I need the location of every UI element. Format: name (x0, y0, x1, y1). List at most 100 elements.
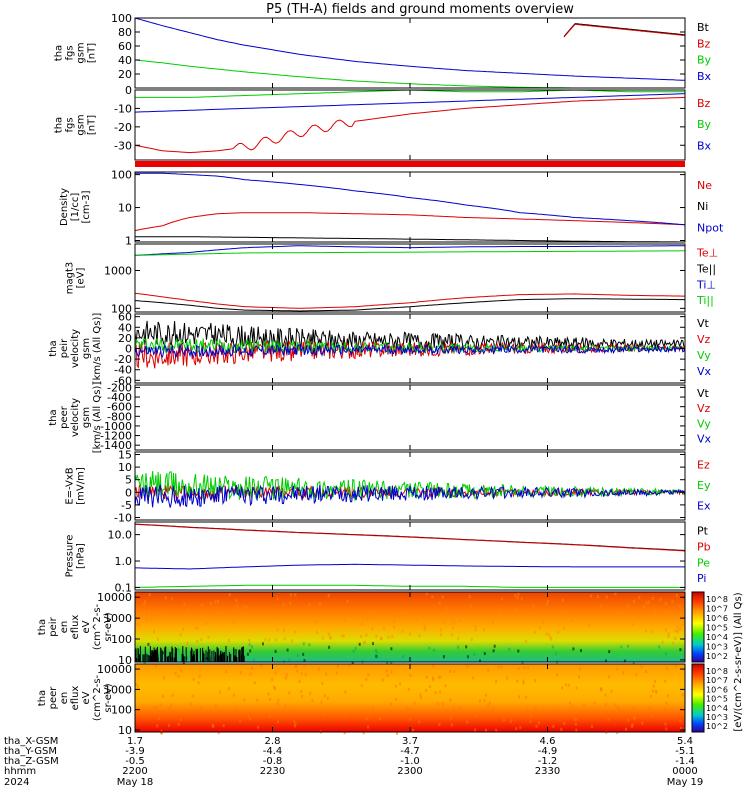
x-row-label: 2024 (4, 777, 29, 788)
series-line (134, 93, 686, 113)
y-tick-label: -1000 (100, 420, 132, 433)
spectrogram-pixel (674, 664, 677, 668)
x-tick-label: -0.8 (263, 756, 283, 767)
spectrogram-pixel (182, 661, 185, 665)
spectrogram-pixel (367, 673, 370, 677)
spectrogram-pixel (613, 703, 616, 707)
spectrogram-pixel (651, 713, 654, 717)
spectrogram-pixel (160, 729, 163, 733)
spectrogram-pixel (285, 673, 288, 677)
spectrogram-pixel (458, 707, 461, 710)
spectrogram-pixel (560, 610, 563, 614)
spectrogram-pixel (550, 614, 553, 618)
spectrogram-pixel (344, 712, 347, 716)
spectrogram-pixel (394, 684, 397, 688)
spectrogram-pixel (575, 686, 578, 690)
spectrogram-pixel (485, 728, 487, 732)
legend-entry: Vx (697, 365, 712, 378)
y-axis-label: sr-eV) (103, 612, 114, 641)
colorbar-tick-label: 10^5 (706, 695, 728, 704)
spectrogram-pixel (290, 593, 292, 597)
spectrogram-pixel (140, 611, 143, 615)
spectrogram-pixel (408, 632, 411, 636)
spectrogram-pixel (199, 709, 202, 713)
spectrogram-pixel (534, 706, 537, 710)
spectrogram-pixel (375, 654, 378, 658)
spectrogram-pixel (323, 694, 326, 698)
y-axis-label: fgs (65, 117, 76, 132)
spectrogram-pixel (600, 688, 602, 692)
spectrogram-pixel (413, 701, 416, 705)
spectrogram-pixel (180, 669, 183, 673)
spectrogram-pixel (450, 723, 453, 727)
spectrogram-pixel (308, 603, 311, 607)
spectrogram-pixel (527, 666, 530, 670)
spectrogram-pixel (487, 668, 490, 672)
y-tick-label: 10.0 (108, 529, 133, 542)
spectrogram-pixel (466, 720, 469, 724)
spectrogram-pixel (390, 661, 393, 665)
spectrogram-pixel (209, 710, 212, 714)
spectrogram-pixel (218, 651, 221, 655)
spectrogram-pixel (287, 708, 290, 712)
spectrogram-pixel (530, 715, 533, 718)
spectrogram-pixel (607, 675, 610, 679)
spectrogram-pixel (517, 592, 520, 596)
series-line (134, 212, 686, 232)
spectrogram-pixel (204, 609, 207, 612)
spectrogram-pixel (545, 632, 548, 636)
spectrogram-pixel (470, 638, 473, 641)
spectrogram-pixel (252, 658, 255, 662)
spectrogram-pixel (267, 692, 270, 696)
spectrogram-pixel (466, 655, 469, 659)
spectrogram-pixel (474, 628, 477, 632)
y-axis-label: Density (59, 188, 70, 226)
legend-entry: Te|| (696, 262, 716, 275)
y-tick-label: 1000 (104, 612, 132, 625)
spectrogram-pixel (219, 690, 222, 694)
spectrogram-pixel (520, 597, 523, 601)
colorbar-tick-label: 10^4 (706, 704, 728, 713)
spectrogram-pixel (158, 717, 161, 720)
spectrogram-pixel (556, 673, 558, 677)
colorbar-tick-label: 10^4 (706, 633, 728, 642)
spectrogram-pixel (363, 640, 366, 644)
spectrogram-pixel (216, 611, 219, 615)
spectrogram-pixel (522, 679, 525, 683)
panel-frame (134, 521, 686, 591)
spectrogram-pixel (561, 686, 564, 690)
spectrogram-pixel (168, 706, 171, 710)
spectrogram-pixel (492, 649, 495, 653)
spectrogram-pixel (155, 611, 158, 614)
spectrogram-pixel (260, 664, 263, 668)
spectrogram-pixel (390, 670, 393, 674)
spectrogram-pixel (583, 703, 585, 707)
spectrogram-pixel (375, 634, 378, 638)
panel10: 10000 1000 100 10 tha peer en eflux eV (cm^2-s-sr… (37, 663, 686, 737)
y-axis-label: [eV] (76, 268, 87, 289)
spectrogram-pixel (672, 641, 675, 645)
spectrogram-pixel (197, 681, 200, 685)
x-tick-label: 5.4 (677, 736, 693, 747)
spectrogram-pixel (300, 672, 303, 676)
y-tick-label: -30 (114, 139, 132, 152)
panel-frame (134, 243, 686, 313)
y-axis-label: peir (59, 338, 70, 358)
spectrogram-pixel (344, 690, 347, 694)
spectrogram-pixel (143, 609, 146, 613)
spectrogram-pixel (418, 720, 421, 724)
spectrogram-pixel (432, 648, 435, 652)
spectrogram-pixel (302, 652, 305, 656)
spectrogram-pixel (399, 682, 402, 686)
spectrogram-pixel (303, 664, 306, 668)
spectrogram-pixel (225, 670, 228, 674)
spectrogram-pixel (383, 627, 386, 631)
y-axis-label: eflux (70, 615, 81, 640)
y-tick-label: 5 (125, 474, 132, 487)
spectrogram-pixel (538, 721, 540, 725)
spectrogram-pixel (148, 610, 150, 614)
spectrogram-pixel (249, 717, 252, 721)
spectrogram-pixel (194, 626, 197, 630)
y-tick-label: 100 (111, 704, 132, 717)
spectrogram-pixel (372, 642, 374, 646)
